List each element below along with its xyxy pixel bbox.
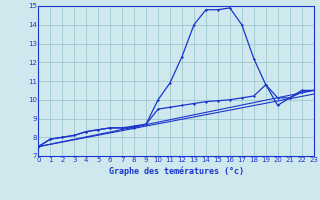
X-axis label: Graphe des temératures (°c): Graphe des temératures (°c) [108, 166, 244, 176]
